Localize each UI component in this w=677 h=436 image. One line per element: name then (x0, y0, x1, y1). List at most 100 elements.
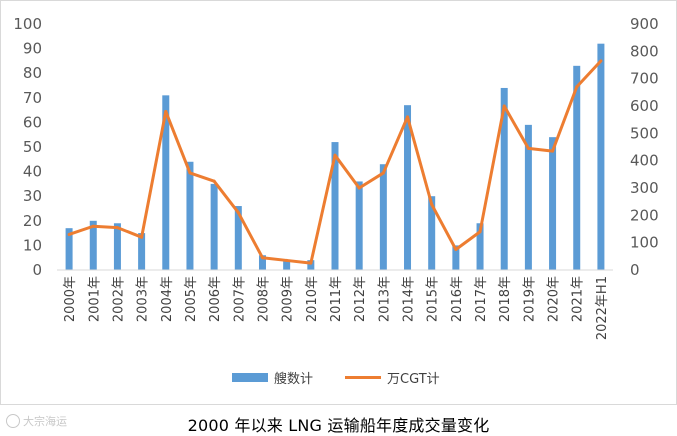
line-point (188, 171, 192, 175)
left-tick-label: 90 (23, 40, 42, 58)
left-tick-label: 60 (23, 113, 42, 131)
bar (476, 223, 484, 270)
bar (113, 223, 121, 270)
x-tick-label: 2022年H1 (595, 276, 610, 340)
line-point (526, 146, 530, 150)
x-tick-label: 2020年 (547, 276, 562, 322)
line-point (140, 235, 144, 239)
right-tick-label: 300 (630, 179, 659, 197)
legend-line-label: 万CGT计 (387, 372, 440, 387)
line-point (551, 149, 555, 153)
right-tick-label: 100 (630, 234, 659, 252)
x-tick-label: 2009年 (281, 276, 296, 322)
left-tick-label: 50 (23, 138, 42, 156)
x-tick-label: 2005年 (184, 276, 199, 322)
line-point (164, 109, 168, 113)
x-tick-label: 2008年 (256, 276, 271, 322)
bar (307, 260, 315, 270)
x-tick-label: 2012年 (353, 276, 368, 322)
bar (355, 181, 363, 270)
legend: 艘数计 万CGT计 (232, 371, 440, 387)
x-tick-label: 2015年 (426, 276, 441, 322)
right-tick-label: 500 (630, 124, 659, 142)
bar (258, 255, 266, 270)
right-tick-label: 600 (630, 97, 659, 115)
right-tick-label: 800 (630, 42, 659, 60)
left-y-axis: 0 10 20 30 40 50 60 70 80 90 100 (13, 15, 42, 279)
x-tick-label: 2019年 (522, 276, 537, 322)
line-point (309, 261, 313, 265)
bar (500, 87, 508, 271)
bar (452, 245, 460, 270)
left-tick-label: 70 (23, 89, 42, 107)
chart-caption: 2000 年以来 LNG 运输船年度成交量变化 (187, 416, 490, 435)
x-axis: 2000年 2001年 2002年 2003年 2004年 2005年 2006年 2007年… (57, 269, 613, 340)
bar (428, 196, 436, 270)
line-point (260, 256, 264, 260)
left-tick-label: 40 (23, 163, 42, 181)
lng-chart: 0 10 20 30 40 50 60 70 80 90 100 0 100 200 300 400 500 6… (13, 15, 659, 387)
line-series (67, 59, 603, 265)
bar (549, 137, 557, 270)
bar-series (65, 43, 605, 271)
line-point (575, 85, 579, 89)
watermark-text: 大宗海运 (23, 415, 67, 428)
line-point (502, 104, 506, 108)
watermark: 大宗海运 (6, 413, 67, 429)
bar (65, 228, 73, 270)
line-point (430, 202, 434, 206)
bar (210, 183, 218, 270)
left-tick-label: 10 (23, 236, 42, 254)
left-tick-label: 100 (13, 15, 42, 33)
bar (524, 124, 532, 270)
line-point (454, 248, 458, 251)
line-point (381, 171, 385, 175)
x-tick-label: 2016年 (450, 276, 465, 322)
x-tick-label: 2000年 (63, 276, 78, 322)
bar (234, 206, 242, 270)
right-tick-label: 400 (630, 152, 659, 170)
watermark-logo-icon (6, 414, 20, 428)
bar (283, 260, 291, 270)
x-tick-label: 2021年 (571, 276, 586, 322)
line-point (115, 226, 119, 230)
x-tick-label: 2002年 (111, 276, 126, 322)
right-tick-label: 700 (630, 70, 659, 88)
legend-bar-swatch (232, 373, 268, 382)
right-tick-label: 0 (630, 261, 640, 279)
bar (331, 142, 339, 270)
bar (597, 43, 605, 271)
left-tick-label: 80 (23, 64, 42, 82)
x-tick-label: 2006年 (208, 276, 223, 322)
x-tick-label: 2003年 (136, 276, 151, 322)
line-point (406, 115, 410, 119)
bar (379, 164, 387, 270)
right-y-axis: 0 100 200 300 400 500 600 700 800 900 (630, 15, 659, 279)
line-point (599, 59, 603, 63)
bar (162, 95, 170, 270)
bar (138, 233, 146, 270)
left-tick-label: 0 (32, 261, 42, 279)
line-point (357, 186, 361, 190)
line-point (212, 179, 216, 183)
bar (89, 220, 97, 270)
right-tick-label: 200 (630, 206, 659, 224)
x-tick-label: 2004年 (160, 276, 175, 322)
x-tick-label: 2017年 (474, 276, 489, 322)
x-tick-label: 2010年 (305, 276, 320, 322)
left-tick-label: 30 (23, 187, 42, 205)
line-point (236, 211, 240, 215)
x-tick-label: 2018年 (498, 276, 513, 322)
right-tick-label: 900 (630, 15, 659, 33)
x-tick-label: 2014年 (402, 276, 417, 322)
bar (186, 161, 194, 270)
line-point (333, 153, 337, 157)
line-point (67, 232, 71, 236)
legend-bar-label: 艘数计 (274, 371, 313, 387)
line-point (478, 230, 482, 234)
line-point (91, 224, 95, 228)
x-tick-label: 2001年 (87, 276, 102, 322)
left-tick-label: 20 (23, 212, 42, 230)
bar (404, 105, 412, 271)
x-tick-label: 2013年 (377, 276, 392, 322)
